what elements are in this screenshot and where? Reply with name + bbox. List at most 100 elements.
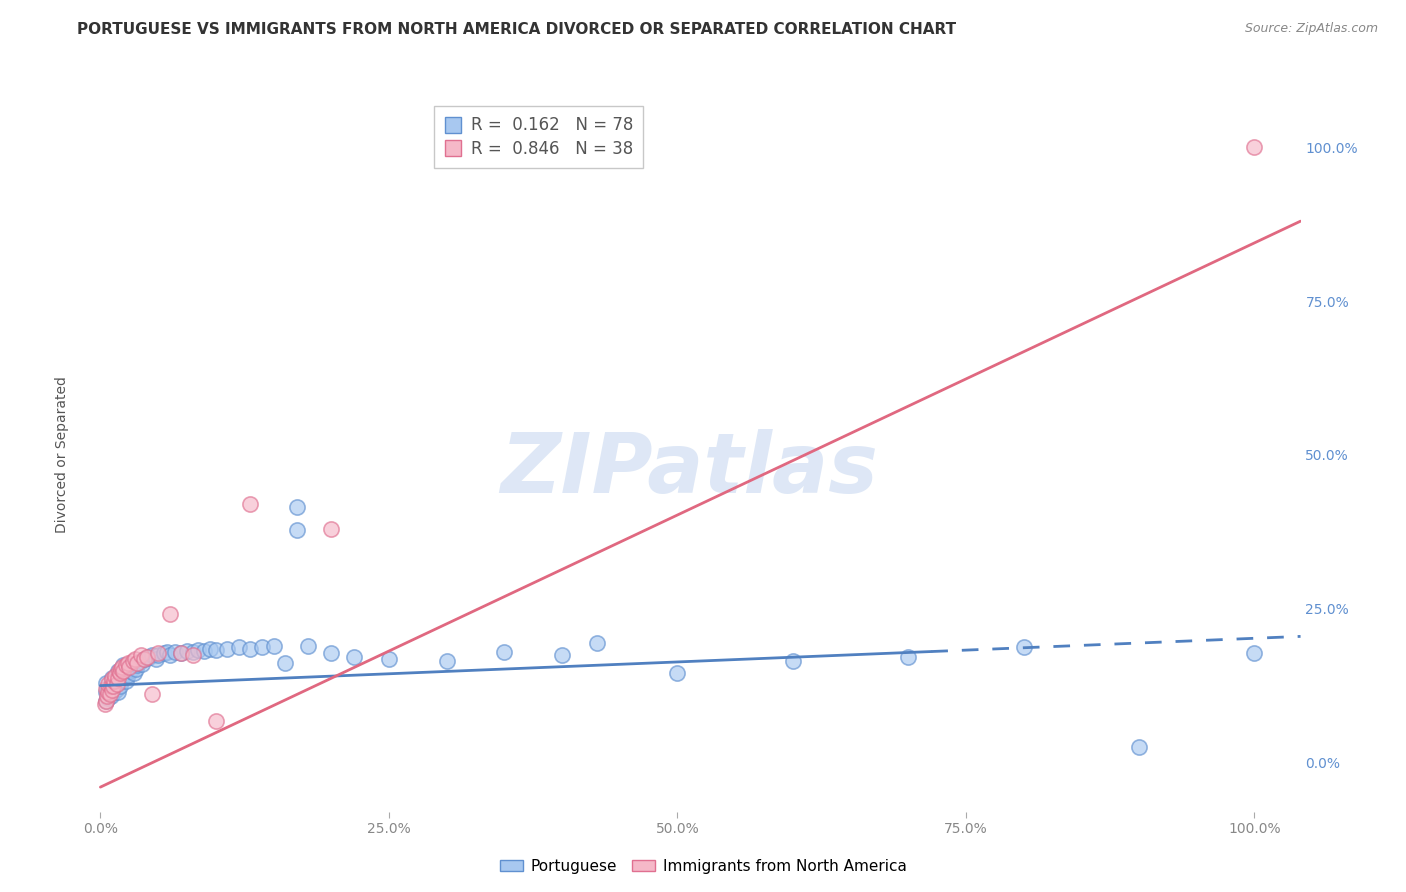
Point	[124, 657, 146, 671]
Point	[378, 652, 401, 666]
Point	[127, 658, 149, 673]
Point	[121, 658, 143, 673]
Point	[101, 679, 124, 693]
Point	[96, 681, 118, 696]
Point	[112, 658, 135, 673]
Point	[321, 522, 343, 536]
Point	[250, 640, 273, 654]
Point	[110, 674, 132, 689]
Point	[105, 681, 128, 696]
Point	[110, 662, 132, 676]
Point	[129, 648, 152, 662]
Point	[321, 646, 343, 660]
Point	[551, 648, 574, 662]
Point	[97, 690, 120, 705]
Point	[1128, 740, 1150, 755]
Point	[343, 649, 366, 664]
Point	[285, 523, 308, 537]
Point	[103, 685, 125, 699]
Point	[170, 646, 193, 660]
Point	[114, 666, 136, 681]
Y-axis label: Divorced or Separated: Divorced or Separated	[55, 376, 69, 533]
Point	[117, 656, 139, 670]
Point	[198, 641, 221, 656]
Point	[101, 682, 124, 697]
Point	[494, 645, 516, 659]
Point	[782, 654, 804, 668]
Point	[239, 497, 262, 511]
Point	[101, 682, 124, 697]
Point	[96, 685, 118, 699]
Point	[436, 654, 458, 668]
Point	[108, 665, 131, 679]
Point	[107, 675, 129, 690]
Point	[274, 656, 297, 670]
Point	[100, 689, 122, 703]
Point	[135, 651, 157, 665]
Point	[176, 643, 198, 657]
Point	[101, 671, 124, 685]
Point	[666, 666, 689, 681]
Point	[110, 663, 132, 677]
Point	[204, 643, 226, 657]
Point	[170, 646, 193, 660]
Point	[181, 648, 204, 662]
Point	[121, 662, 143, 676]
Point	[204, 714, 226, 728]
Point	[108, 666, 131, 681]
Point	[217, 641, 239, 656]
Point	[585, 635, 607, 649]
Point	[103, 673, 125, 687]
Point	[153, 646, 176, 660]
Point	[145, 652, 167, 666]
Point	[121, 654, 143, 668]
Point	[122, 666, 145, 681]
Point	[107, 671, 129, 685]
Point	[96, 689, 118, 703]
Legend: Portuguese, Immigrants from North America: Portuguese, Immigrants from North Americ…	[494, 853, 912, 880]
Point	[127, 656, 149, 670]
Point	[120, 665, 142, 679]
Point	[187, 643, 209, 657]
Point	[118, 660, 141, 674]
Point	[285, 500, 308, 515]
Point	[105, 677, 128, 691]
Point	[103, 674, 125, 689]
Point	[114, 658, 136, 673]
Point	[107, 665, 129, 679]
Text: ZIPatlas: ZIPatlas	[501, 429, 877, 509]
Point	[117, 668, 139, 682]
Point	[124, 652, 146, 666]
Point	[97, 685, 120, 699]
Point	[135, 649, 157, 664]
Point	[141, 648, 163, 662]
Point	[97, 681, 120, 696]
Point	[897, 649, 920, 664]
Point	[156, 645, 179, 659]
Point	[118, 660, 141, 674]
Point	[98, 687, 121, 701]
Point	[239, 641, 262, 656]
Point	[141, 687, 163, 701]
Text: Source: ZipAtlas.com: Source: ZipAtlas.com	[1244, 22, 1378, 36]
Point	[111, 660, 134, 674]
Point	[94, 697, 117, 711]
Point	[111, 669, 134, 683]
Point	[131, 657, 153, 671]
Point	[104, 677, 127, 691]
Point	[1243, 646, 1265, 660]
Point	[165, 645, 187, 659]
Point	[1243, 140, 1265, 154]
Point	[97, 677, 120, 691]
Point	[146, 648, 169, 662]
Point	[159, 648, 181, 662]
Point	[125, 662, 148, 676]
Point	[96, 694, 118, 708]
Point	[107, 685, 129, 699]
Text: PORTUGUESE VS IMMIGRANTS FROM NORTH AMERICA DIVORCED OR SEPARATED CORRELATION CH: PORTUGUESE VS IMMIGRANTS FROM NORTH AMER…	[77, 22, 956, 37]
Point	[114, 674, 136, 689]
Point	[104, 669, 127, 683]
Point	[108, 679, 131, 693]
Point	[101, 673, 124, 687]
Point	[98, 685, 121, 699]
